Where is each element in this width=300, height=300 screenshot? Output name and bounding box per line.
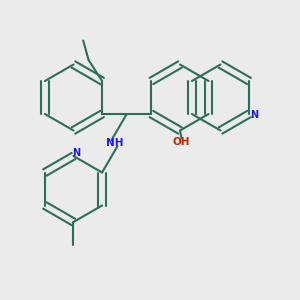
Text: OH: OH (173, 137, 190, 147)
Text: N: N (250, 110, 259, 121)
Text: NH: NH (106, 138, 123, 148)
Text: N: N (72, 148, 81, 158)
